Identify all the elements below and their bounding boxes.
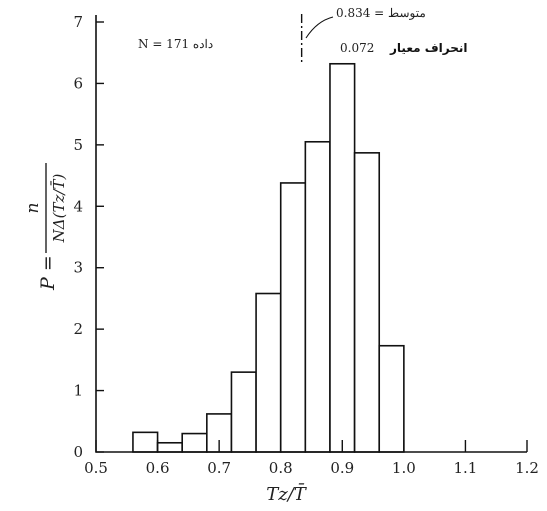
histogram-bar [378,344,405,453]
histogram-bar [255,292,282,453]
x-tick-label: 0.5 [84,459,108,477]
mean-label: 0.834 = متوسط [336,6,426,20]
histogram-bar [304,140,331,453]
histogram-bar [132,431,159,453]
y-tick-label: 0 [73,443,83,461]
x-tick-label: 0.9 [330,459,354,477]
y-tick-label: 1 [73,382,83,400]
x-tick-label: 0.8 [269,459,293,477]
x-tick-label: 0.7 [207,459,231,477]
std-value: 0.072 [340,41,374,55]
histogram-bar [156,441,183,453]
y-tick-label: 5 [73,136,83,154]
y-axis-ticks: 0 1 2 3 4 5 6 7 [73,13,104,461]
sample-count-label: N = 171 داده [138,37,213,51]
y-axis-label-denominator: NΔ(Tz/T̄) [50,174,68,244]
x-tick-label: 1.2 [515,459,539,477]
histogram-bar [230,371,257,453]
std-label: انحراف معیار [389,41,467,55]
histogram-bar [353,152,381,453]
y-tick-label: 6 [73,74,83,92]
histogram-bar [279,182,307,453]
x-tick-label: 1.1 [453,459,477,477]
histogram-bar [329,62,356,453]
y-tick-label: 4 [73,197,83,215]
x-tick-label: 1.0 [392,459,416,477]
y-axis-label-lhs: P = [37,255,59,291]
mean-annotation-leader [305,16,334,39]
histogram-bar [181,432,208,453]
y-axis-label: P = n NΔ(Tz/T̄) [23,163,68,291]
x-axis-ticks: 0.5 0.6 0.7 0.8 0.9 1.0 1.1 1.2 [84,440,539,477]
x-tick-label: 0.6 [146,459,170,477]
y-tick-label: 2 [73,320,83,338]
histogram-bars [132,62,405,453]
y-axis-label-numerator: n [23,203,43,214]
y-tick-label: 7 [73,13,83,31]
x-axis-label: Tz/T̄ [266,482,308,505]
y-tick-label: 3 [73,259,83,277]
